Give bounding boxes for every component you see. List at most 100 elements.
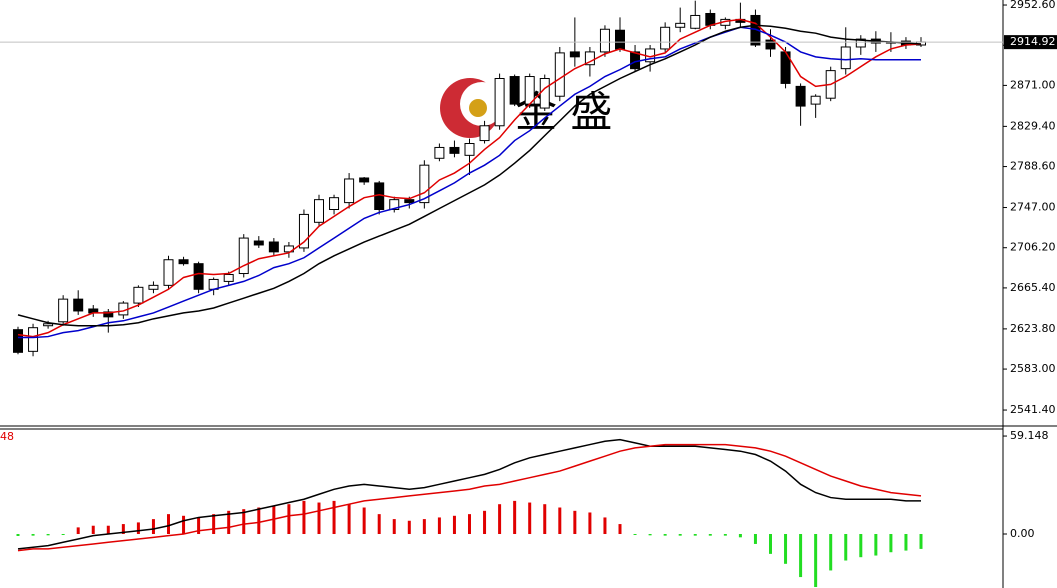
y-tick-label: 2623.80 [1010, 322, 1056, 335]
candle-body [840, 46, 851, 70]
histogram-bar [242, 509, 246, 535]
histogram-bar [437, 517, 441, 535]
histogram-bar [588, 512, 592, 535]
logo [440, 78, 504, 138]
candle-body [58, 298, 69, 323]
y-tick-label: 59.148 [1010, 429, 1049, 442]
histogram-bar [814, 534, 818, 588]
candle-body [298, 213, 309, 249]
candle-body [464, 143, 475, 156]
candle-body [329, 197, 340, 211]
histogram-bar [61, 534, 65, 536]
candle-body [419, 164, 430, 204]
candle-body [554, 52, 565, 97]
histogram-bar [151, 519, 155, 535]
candle-body [253, 240, 264, 246]
line-series [17, 438, 921, 550]
candle-body [615, 29, 625, 50]
candle-body [314, 199, 324, 223]
histogram-bar [528, 502, 532, 535]
y-tick-label: 0.00 [1010, 527, 1035, 540]
indicator-label: 48 [0, 430, 14, 443]
histogram-bar [212, 514, 216, 535]
current-price-label: 2914.92 [1010, 35, 1056, 48]
histogram-bar [769, 534, 772, 554]
candle-body [569, 51, 580, 58]
histogram-bar [738, 534, 742, 538]
histogram-bar [31, 534, 35, 536]
histogram-bar [498, 504, 502, 535]
histogram-bar [332, 500, 336, 535]
candle-body [479, 125, 490, 142]
candle-body [73, 298, 84, 312]
histogram-bar [16, 534, 20, 536]
histogram-bar [603, 517, 607, 535]
histogram-bar [272, 505, 276, 535]
histogram-bar [618, 524, 622, 535]
candle-body [675, 22, 686, 28]
histogram-bar [708, 534, 712, 536]
candle-body [705, 12, 716, 26]
line-series [17, 18, 922, 338]
histogram-bar [678, 534, 682, 536]
histogram-bar [136, 522, 140, 535]
histogram-bar [799, 534, 803, 578]
histogram-bar [377, 514, 381, 535]
line-series [18, 26, 921, 339]
candle-body [660, 26, 671, 50]
histogram-bar [287, 504, 291, 535]
candle-body [359, 177, 370, 183]
histogram-bar [91, 525, 95, 535]
histogram-bar [693, 534, 697, 536]
candle-body [494, 78, 505, 127]
candle-body [765, 39, 776, 50]
candle-body [795, 85, 806, 107]
histogram-bar [121, 524, 125, 535]
histogram-bar [889, 534, 893, 553]
y-tick-label: 2829.40 [1010, 119, 1056, 132]
histogram-bar [182, 515, 186, 535]
histogram-bar [859, 534, 863, 558]
histogram-bar [257, 507, 261, 535]
y-tick-label: 2952.60 [1010, 0, 1056, 11]
candle-body [539, 78, 550, 109]
candle-body [103, 311, 114, 318]
histogram-bar [362, 507, 366, 535]
histogram-bar [483, 510, 487, 535]
line-series [17, 443, 922, 552]
candle-body [690, 14, 701, 29]
histogram-bar [468, 514, 471, 535]
histogram-bar [407, 520, 411, 535]
candle-body [374, 182, 385, 211]
histogram-bar [648, 534, 652, 536]
candle-body [178, 259, 189, 265]
candle-body [434, 146, 445, 159]
candle-body [389, 199, 400, 211]
candle-body [163, 259, 174, 286]
histogram-bar [844, 534, 848, 561]
candle-body [599, 28, 610, 53]
histogram-bar [392, 519, 396, 535]
histogram-bar [76, 527, 80, 535]
histogram-bar [513, 500, 517, 535]
candle-body [193, 263, 204, 290]
histogram-bar [106, 525, 110, 535]
current-price-box [1004, 35, 1057, 50]
candle-body [449, 146, 460, 154]
histogram-bar [919, 534, 923, 549]
candle-body [238, 237, 249, 275]
histogram-bar [753, 534, 757, 544]
candle-body [810, 95, 821, 105]
y-tick-label: 2706.20 [1010, 241, 1056, 254]
candle-body [404, 199, 415, 204]
y-tick-label: 2583.00 [1010, 362, 1056, 375]
candle-body [344, 178, 355, 204]
candle-body [855, 38, 866, 48]
candle-body [268, 241, 279, 253]
y-tick-label: 2871.00 [1010, 78, 1056, 91]
histogram-bar [543, 504, 547, 535]
histogram-bar [347, 504, 351, 535]
histogram-bar [663, 534, 667, 536]
candle-body [28, 327, 39, 352]
